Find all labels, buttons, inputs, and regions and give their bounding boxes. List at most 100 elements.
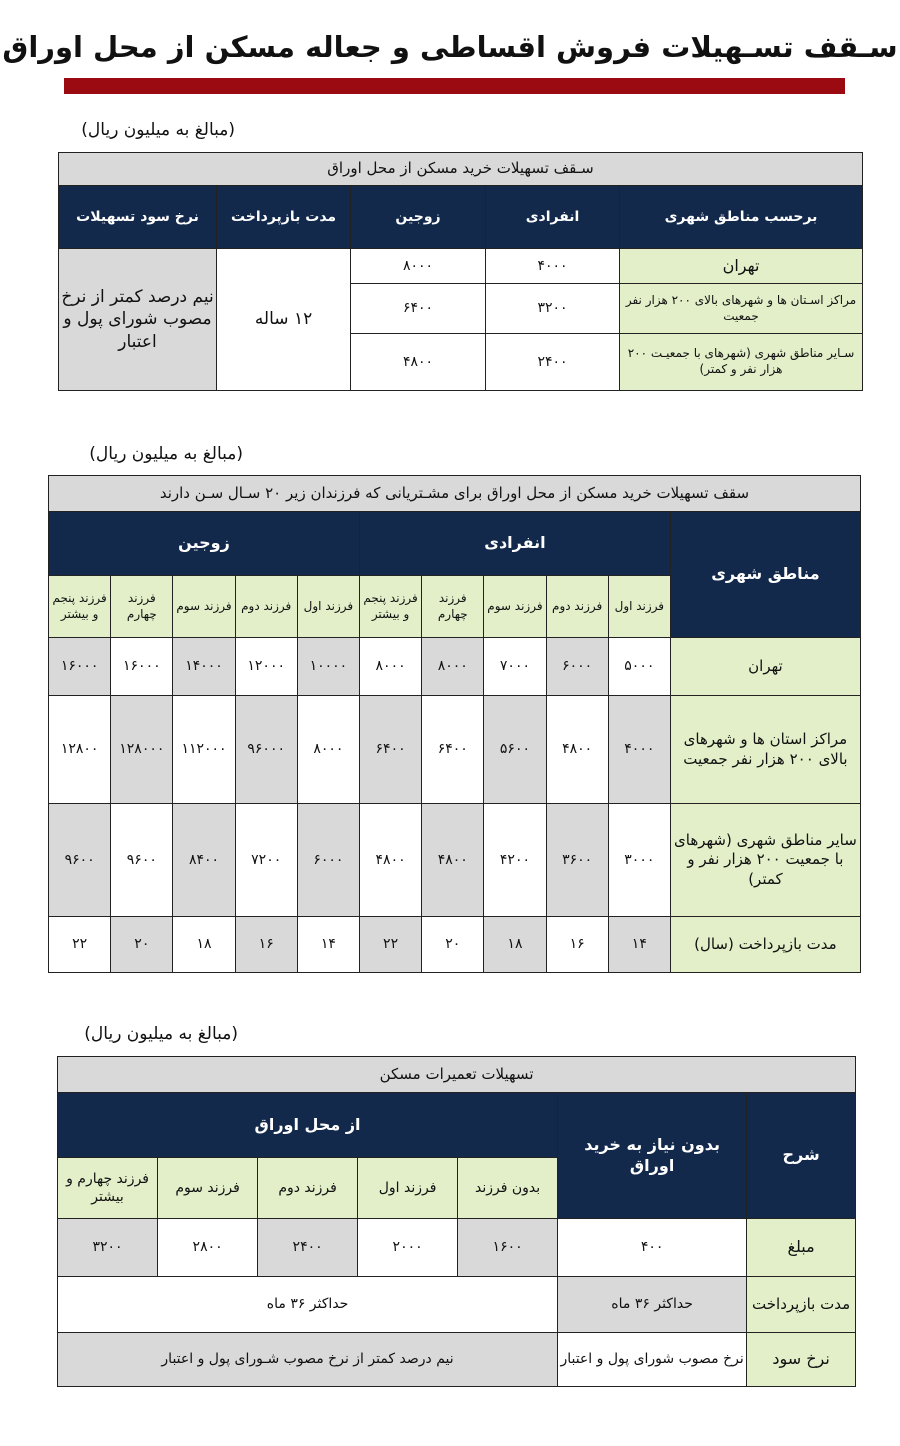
- table-row: مراکز استان ها و شهرهای بالای ۲۰۰ هزار ن…: [47, 695, 861, 804]
- value-cell: ۸۰۰۰: [358, 637, 423, 696]
- value-cell: ۳۰۰۰: [607, 803, 671, 917]
- row-label: سایر مناطق شهری (شهرهای با جمعیت ۲۰۰ هزا…: [669, 803, 861, 917]
- table-row: مدت بازپرداخت (سال) ۱۴ ۱۶ ۱۸ ۲۰ ۲۲ ۱۴ ۱۶ ۱۸ ۲۰ ۲۲: [47, 916, 861, 973]
- value-cell: ۹۶۰۰: [47, 803, 112, 917]
- value-cell: ۲۰: [110, 916, 174, 973]
- value-cell: ۱۱۲۰۰۰: [172, 695, 236, 804]
- value-cell: ۱۴: [607, 916, 671, 973]
- no-purchase-header: بدون نیاز به خرید اوراق: [557, 1092, 748, 1219]
- value-cell: ۸۰۰۰: [421, 637, 485, 696]
- value-cell: ۴۸۰۰: [545, 695, 609, 804]
- home-purchase-table: سـقف تسهیلات خرید مسکن از محل اوراق برحس…: [57, 152, 864, 391]
- value-cell: ۸۰۰۰: [296, 695, 360, 804]
- desc-header: شرح: [746, 1092, 857, 1219]
- table-row: سایر مناطق شهری (شهرهای با جمعیت ۲۰۰ هزا…: [47, 803, 861, 917]
- value-cell: ۴۸۰۰: [421, 803, 485, 917]
- value-cell: ۱۶: [545, 916, 609, 973]
- value-cell: ۹۶۰۰۰: [234, 695, 298, 804]
- value-cell: حداکثر ۳۶ ماه: [557, 1276, 748, 1333]
- value-cell: ۶۰۰۰: [545, 637, 609, 696]
- value-cell: ۲۸۰۰: [157, 1218, 259, 1277]
- table-title: سقف تسهیلات خرید مسکن از محل اوراق برای …: [48, 475, 861, 512]
- value-cell: ۸۰۰۰: [350, 248, 487, 284]
- table-row: تهران ۵۰۰۰ ۶۰۰۰ ۷۰۰۰ ۸۰۰۰ ۸۰۰۰ ۱۰۰۰۰ ۱۲۰۰۰ ۱۴۰۰۰…: [47, 637, 861, 696]
- value-cell: ۶۴۰۰: [350, 283, 487, 334]
- child-header: فرزند پنجم و بیشتر: [47, 575, 112, 638]
- child-header: فرزند دوم: [545, 575, 609, 638]
- value-cell: ۱۶۰۰۰: [47, 637, 112, 696]
- value-cell: ۱۰۰۰۰: [296, 637, 360, 696]
- value-cell: ۶۰۰۰: [296, 803, 360, 917]
- rate-cell: نیم درصد کمتر از نرخ مصوب شورای پول و اع…: [57, 248, 218, 391]
- page-title: سـقف تسـهیلات فروش اقساطی و جعاله مسکن ا…: [2, 30, 898, 64]
- table-title: سـقف تسهیلات خرید مسکن از محل اوراق: [57, 152, 864, 186]
- group-header-single: انفرادی: [358, 511, 671, 576]
- value-cell: ۳۶۰۰: [545, 803, 609, 917]
- region-cell: تهران: [619, 248, 864, 284]
- row-label: مدت بازپرداخت (سال): [669, 916, 861, 973]
- value-cell: ۴۲۰۰: [483, 803, 547, 917]
- unit-note-2: (مبالغ به میلیون ریال): [89, 444, 243, 464]
- sub-header: فرزند چهارم و بیشتر: [56, 1157, 159, 1219]
- column-header: زوجین: [350, 185, 487, 249]
- title-underline-bar: [64, 78, 845, 94]
- child-header: فرزند چهارم: [421, 575, 485, 638]
- value-cell: حداکثر ۳۶ ماه: [56, 1276, 559, 1333]
- value-cell: ۱۴: [296, 916, 360, 973]
- sub-header: بدون فرزند: [457, 1157, 559, 1219]
- sub-header: فرزند دوم: [257, 1157, 359, 1219]
- value-cell: ۶۴۰۰: [421, 695, 485, 804]
- column-header: نرخ سود تسهیلات: [57, 185, 218, 249]
- region-cell: سـایر مناطق شهری (شهرهای با جمعیـت ۲۰۰ ه…: [619, 333, 864, 391]
- group-header-couple: زوجین: [48, 511, 360, 576]
- value-cell: ۴۰۰۰: [607, 695, 671, 804]
- value-cell: ۸۴۰۰: [172, 803, 236, 917]
- child-header: فرزند اول: [607, 575, 671, 638]
- child-header: فرزند اول: [296, 575, 360, 638]
- value-cell: ۵۶۰۰: [483, 695, 547, 804]
- unit-note-3: (مبالغ به میلیون ریال): [84, 1024, 238, 1044]
- value-cell: ۲۲: [47, 916, 112, 973]
- child-header: فرزند دوم: [234, 575, 298, 638]
- table-title: تسهیلات تعمیرات مسکن: [56, 1056, 857, 1093]
- renovation-table: تسهیلات تعمیرات مسکن شرح بدون نیاز به خر…: [56, 1056, 857, 1387]
- row-label: تهران: [669, 637, 861, 696]
- unit-note-1: (مبالغ به میلیون ریال): [81, 120, 235, 140]
- column-header: مدت بازپرداخت: [216, 185, 352, 249]
- value-cell: ۱۲۰۰۰: [234, 637, 298, 696]
- row-label: مدت بازپرداخت: [746, 1276, 857, 1333]
- value-cell: نیم درصد کمتر از نرخ مصوب شـورای پول و ا…: [56, 1332, 559, 1387]
- value-cell: ۴۰۰۰: [485, 248, 621, 284]
- child-header: فرزند سوم: [483, 575, 547, 638]
- value-cell: ۵۰۰۰: [607, 637, 671, 696]
- child-header: فرزند چهارم: [110, 575, 174, 638]
- value-cell: ۴۸۰۰: [350, 333, 487, 391]
- value-cell: ۳۲۰۰: [485, 283, 621, 334]
- row-label: نرخ سود: [746, 1332, 857, 1387]
- value-cell: ۱۲۸۰۰۰: [110, 695, 174, 804]
- value-cell: ۲۴۰۰: [485, 333, 621, 391]
- row-label: مراکز استان ها و شهرهای بالای ۲۰۰ هزار ن…: [669, 695, 861, 804]
- value-cell: ۱۲۸۰۰: [47, 695, 112, 804]
- value-cell: ۹۶۰۰: [110, 803, 174, 917]
- child-header: فرزند پنجم و بیشتر: [358, 575, 423, 638]
- value-cell: ۶۴۰۰: [358, 695, 423, 804]
- value-cell: ۱۶: [234, 916, 298, 973]
- child-header: فرزند سوم: [172, 575, 236, 638]
- value-cell: ۱۶۰۰۰: [110, 637, 174, 696]
- row-label: مبلغ: [746, 1218, 857, 1277]
- value-cell: ۲۰: [421, 916, 485, 973]
- value-cell: ۱۶۰۰: [457, 1218, 559, 1277]
- value-cell: ۲۰۰۰: [357, 1218, 459, 1277]
- column-header: انفرادی: [485, 185, 621, 249]
- region-header: مناطق شهری: [669, 511, 861, 638]
- sub-header: فرزند سوم: [157, 1157, 259, 1219]
- value-cell: ۷۲۰۰: [234, 803, 298, 917]
- group-header: از محل اوراق: [56, 1092, 559, 1158]
- value-cell: ۷۰۰۰: [483, 637, 547, 696]
- value-cell: نرخ مصوب شورای پول و اعتبار: [557, 1332, 748, 1387]
- value-cell: ۱۸: [172, 916, 236, 973]
- value-cell: ۴۸۰۰: [358, 803, 423, 917]
- value-cell: ۴۰۰: [557, 1218, 748, 1277]
- value-cell: ۳۲۰۰: [56, 1218, 159, 1277]
